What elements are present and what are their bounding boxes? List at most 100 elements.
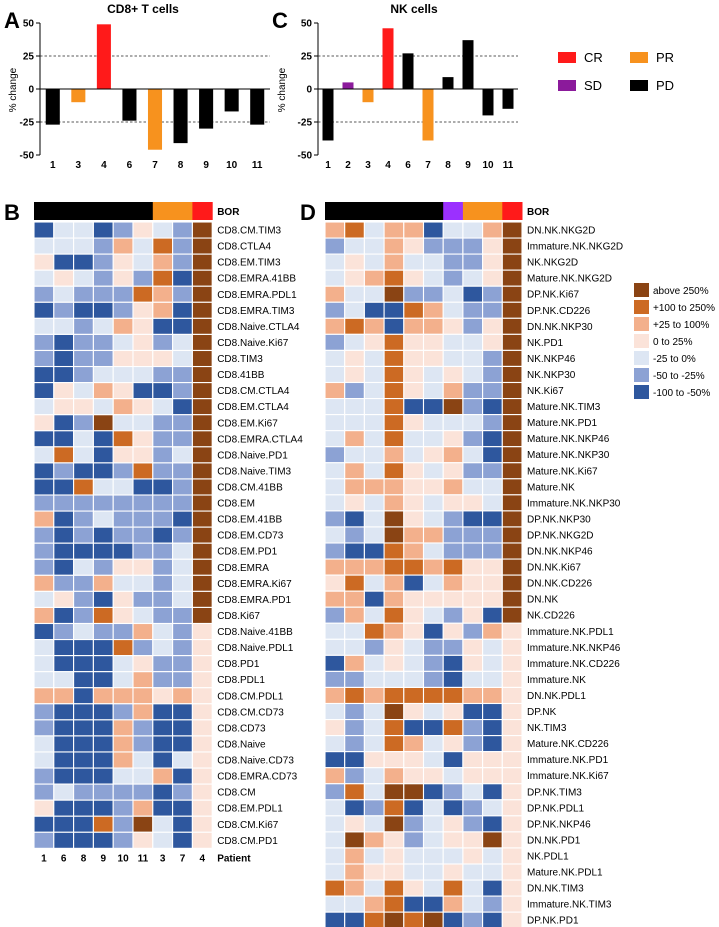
heatmap-cell — [462, 767, 484, 785]
heatmap-cell — [501, 718, 523, 737]
heatmap-cell — [344, 510, 365, 528]
heatmap-cell — [501, 702, 523, 721]
heatmap-cell — [172, 462, 193, 480]
heatmap-cell — [172, 446, 193, 464]
row-label: Mature.NK.PDL1 — [527, 868, 603, 879]
heatmap-cell — [403, 879, 425, 897]
heatmap-cell — [92, 430, 114, 448]
heatmap-cell — [422, 349, 444, 367]
heatmap-cell — [152, 558, 174, 576]
heatmap-cell — [462, 301, 484, 319]
heatmap-cell — [172, 590, 193, 608]
heatmap-cell — [92, 333, 114, 352]
heatmap-cell — [132, 430, 154, 448]
heatmap-cell — [73, 398, 94, 416]
heatmap-cell — [92, 703, 114, 721]
heatmap-cell — [112, 333, 134, 352]
heatmap-cell — [363, 622, 385, 640]
heatmap-cell — [344, 847, 365, 865]
heatmap-cell — [112, 655, 134, 673]
heatmap-cell — [92, 639, 114, 657]
heatmap-cell — [33, 462, 55, 480]
heatmap-cell — [442, 879, 464, 897]
heatmap-cell — [403, 847, 425, 865]
heatmap-cell — [132, 398, 154, 416]
heatmap-cell — [132, 333, 154, 352]
heatmap-cell — [462, 397, 484, 416]
heatmap-cell — [191, 831, 213, 849]
heatmap-cell — [442, 237, 464, 255]
heatmap-cell — [363, 735, 385, 753]
heatmap-cell — [501, 606, 523, 624]
y-tick-label: -50 — [20, 151, 35, 162]
heatmap-cell — [383, 751, 405, 769]
heatmap-cell — [442, 686, 464, 705]
heatmap-cell — [33, 815, 55, 833]
heatmap-cell — [191, 510, 213, 528]
heatmap-cell — [403, 799, 425, 817]
heatmap-cell — [33, 317, 55, 335]
heatmap-cell — [501, 478, 523, 496]
heatmap-cell — [482, 414, 503, 432]
heatmap-cell — [53, 831, 75, 849]
heatmap-cell — [383, 735, 405, 753]
heatmap-cell — [383, 911, 405, 927]
heatmap-cell — [324, 446, 346, 464]
heatmap-cell — [383, 510, 405, 528]
heatmap-cell — [73, 558, 94, 576]
x-tick-label: 10 — [226, 160, 238, 171]
row-label: Immature.NK.CD226 — [527, 659, 620, 670]
heatmap-cell — [152, 719, 174, 737]
heatmap-cell — [172, 349, 193, 368]
heatmap-cell — [403, 606, 425, 624]
heatmap-cell — [501, 446, 523, 464]
heatmap-cell — [53, 783, 75, 801]
heatmap-cell — [112, 398, 134, 416]
heatmap-cell — [422, 702, 444, 721]
heatmap-cell — [73, 382, 94, 400]
row-label: CD8.EMRA.PD1 — [217, 595, 291, 606]
heatmap-cell — [383, 670, 405, 689]
row-label: Immature.NK.NKP46 — [527, 643, 621, 654]
x-tick-label: 10 — [482, 160, 494, 171]
heatmap-cell — [482, 430, 503, 448]
heatmap-cell — [172, 767, 193, 785]
heatmap-cell — [53, 558, 75, 576]
heatmap-cell — [112, 815, 134, 833]
heatmap-cell — [33, 542, 55, 560]
heatmap-cell — [501, 895, 523, 913]
heatmap-cell — [363, 478, 385, 496]
heatmap-cell — [442, 654, 464, 672]
heatmap-cell — [403, 735, 425, 753]
row-label: Immature.NK.Ki67 — [527, 771, 609, 782]
heatmap-cell — [422, 414, 444, 432]
heatmap-cell — [191, 542, 213, 560]
heatmap-cell — [363, 381, 385, 400]
heatmap-cell — [462, 542, 484, 560]
heatmap-cell — [92, 655, 114, 673]
heatmap-cell — [53, 285, 75, 303]
row-label: Immature.NK.PDL1 — [527, 627, 614, 638]
heatmap-cell — [73, 590, 94, 608]
heatmap-cell — [501, 735, 523, 753]
heat-legend-swatch — [634, 368, 649, 382]
heatmap-cell — [112, 703, 134, 721]
heatmap-cell — [191, 301, 213, 319]
heatmap-cell — [53, 301, 75, 319]
heatmap-cell — [344, 654, 365, 672]
heatmap-cell — [403, 670, 425, 689]
heatmap-cell — [363, 863, 385, 881]
heatmap-cell — [383, 446, 405, 464]
bor-cell — [152, 202, 174, 220]
y-tick-label: 25 — [23, 52, 35, 63]
heatmap-cell — [482, 654, 503, 672]
heatmap-cell — [482, 221, 503, 239]
heatmap-cell — [403, 622, 425, 640]
heatmap-cell — [501, 542, 523, 560]
heatmap-cell — [501, 301, 523, 319]
heatmap-cell — [482, 799, 503, 817]
heatmap-cell — [462, 606, 484, 624]
bar — [442, 77, 454, 89]
heatmap-cell — [403, 317, 425, 335]
heatmap-cell — [191, 446, 213, 464]
